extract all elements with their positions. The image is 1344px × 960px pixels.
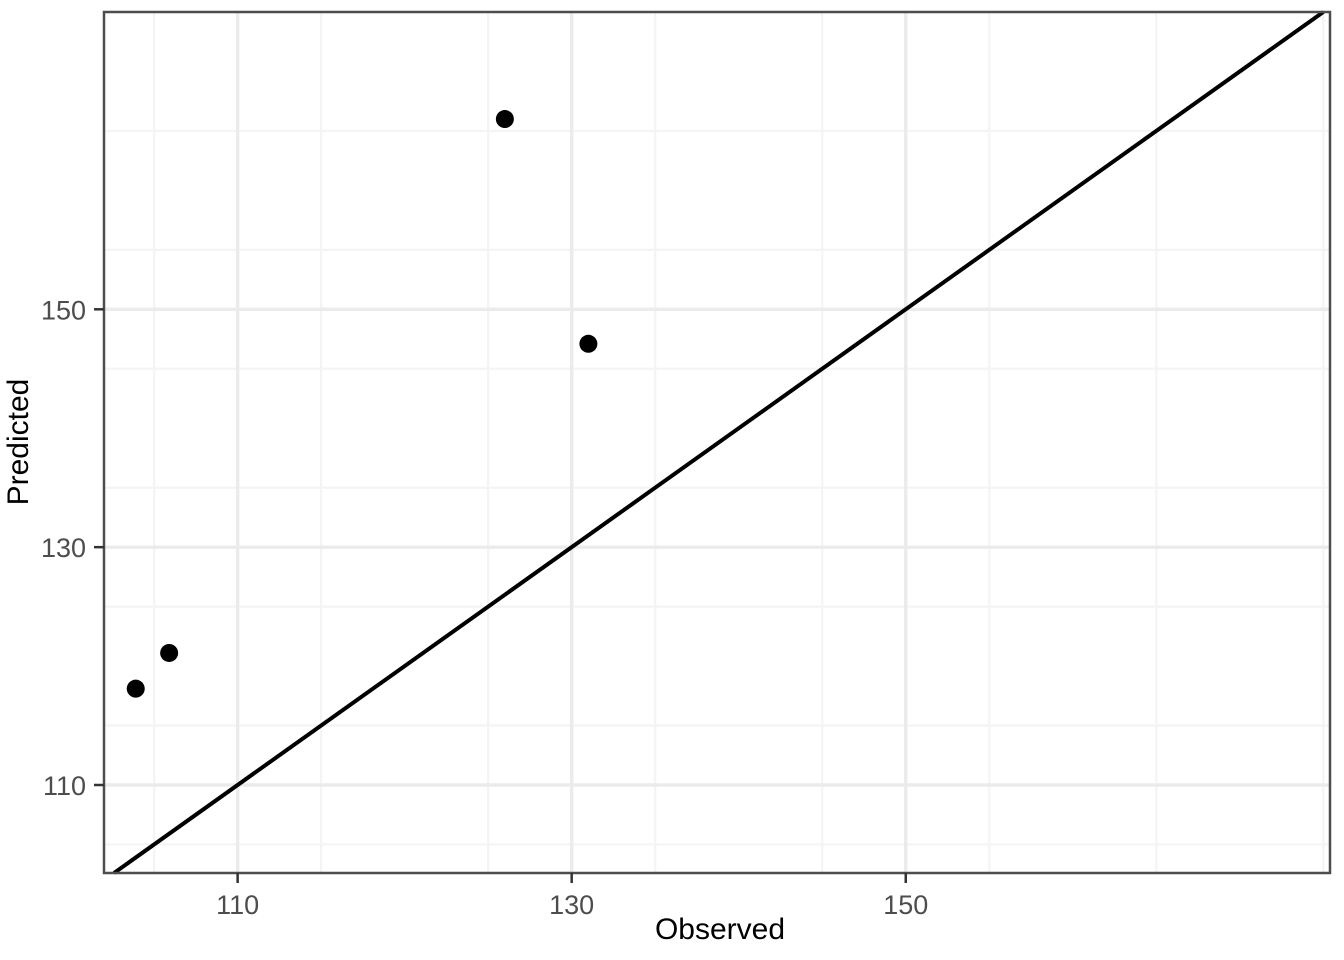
x-axis-tick-label: 110 (216, 890, 259, 920)
data-points (126, 110, 598, 698)
y-axis-tick-labels: 110 130 150 (41, 295, 86, 801)
major-gridlines (104, 12, 1330, 873)
x-axis-title: Observed (655, 913, 785, 946)
data-point (495, 110, 514, 129)
x-axis-tick-labels: 110 130 150 (216, 890, 928, 920)
y-axis-tick-label: 110 (43, 771, 86, 801)
minor-gridlines (104, 12, 1330, 873)
x-axis-tick-label: 130 (549, 890, 594, 920)
data-point (579, 334, 598, 353)
y-axis-title: Predicted (2, 379, 35, 506)
tick-marks (94, 308, 907, 883)
panel-border (102, 10, 1332, 875)
identity-reference-line (112, 10, 1325, 875)
identity-line (112, 10, 1325, 875)
y-axis-tick-label: 130 (41, 533, 86, 563)
data-point (160, 643, 179, 662)
data-point (126, 679, 145, 698)
x-axis-tick-label: 150 (883, 890, 928, 920)
y-axis-tick-label: 150 (41, 295, 86, 325)
